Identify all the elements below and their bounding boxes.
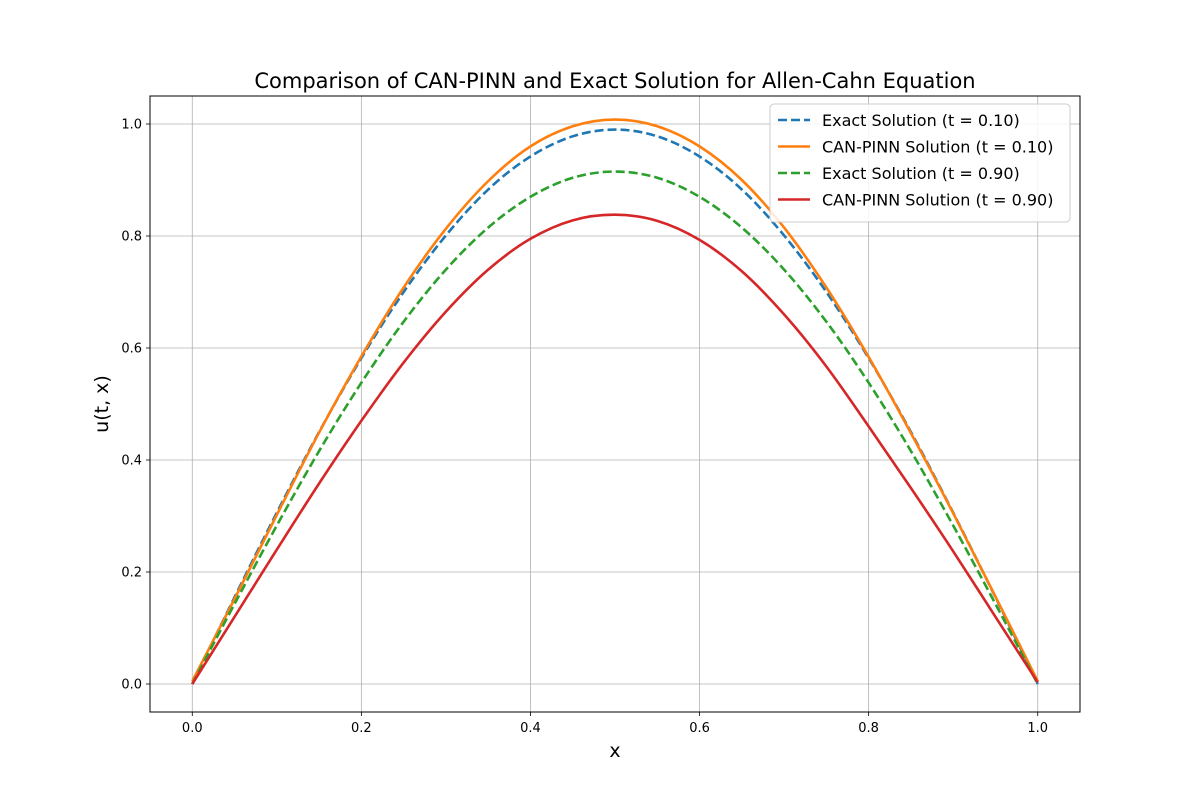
x-tick-label: 0.0 <box>182 721 203 736</box>
x-tick-label: 0.6 <box>689 721 710 736</box>
legend: Exact Solution (t = 0.10) CAN-PINN Soluti… <box>769 103 1071 223</box>
legend-label-4: CAN-PINN Solution (t = 0.90) <box>822 191 1053 210</box>
x-tick-label: 1.0 <box>1027 721 1048 736</box>
legend-label-1: Exact Solution (t = 0.10) <box>822 111 1020 130</box>
x-tick-label: 0.8 <box>858 721 879 736</box>
series-line-3 <box>191 170 1039 685</box>
series-line-4 <box>191 213 1039 685</box>
plot-series <box>191 118 1039 685</box>
series-line-2 <box>191 118 1039 682</box>
chart-title: Comparison of CAN-PINN and Exact Solutio… <box>254 69 975 93</box>
y-tick-label: 0.4 <box>121 454 142 469</box>
legend-label-2: CAN-PINN Solution (t = 0.10) <box>822 138 1053 157</box>
x-tick-label: 0.2 <box>351 721 372 736</box>
y-tick-label: 0.8 <box>121 230 142 245</box>
y-tick-label: 1.0 <box>121 118 142 133</box>
axis-ticks: 0.0 0.2 0.4 0.6 0.8 1.0 0.0 0.2 0.4 0.6 0.8 1.0 <box>121 118 1048 737</box>
y-tick-label: 0.0 <box>121 678 142 693</box>
y-tick-label: 0.6 <box>121 342 142 357</box>
x-tick-label: 0.4 <box>520 721 541 736</box>
plot-area-frame <box>149 95 1081 713</box>
legend-label-3: Exact Solution (t = 0.90) <box>822 164 1020 183</box>
x-axis-label: x <box>609 740 620 762</box>
legend-box <box>769 103 1071 223</box>
y-tick-label: 0.2 <box>121 566 142 581</box>
y-axis-label: u(t, x) <box>91 375 113 433</box>
